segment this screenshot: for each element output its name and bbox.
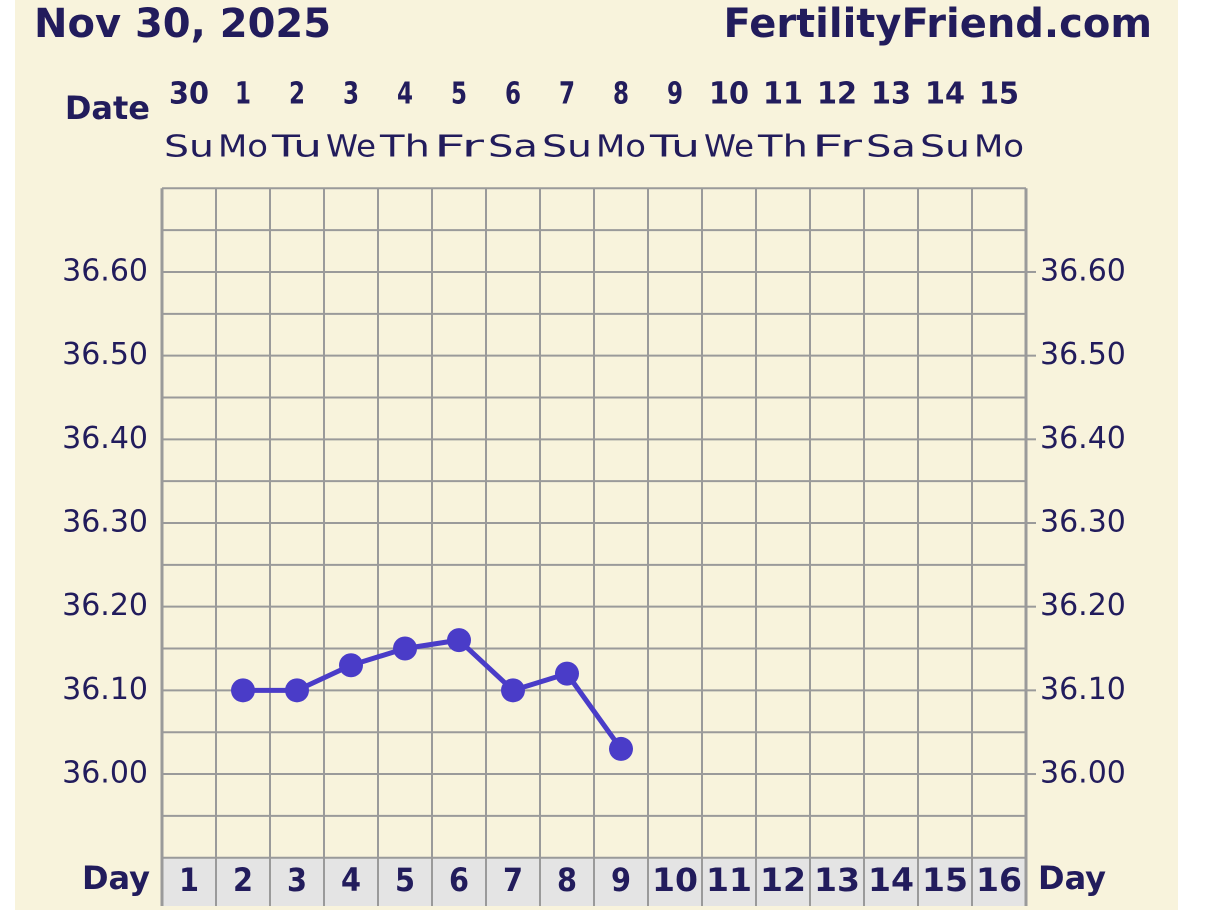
day-number: 14 (868, 861, 914, 899)
day-number: 4 (341, 861, 361, 899)
date-label: 3 (343, 77, 359, 112)
date-label: 12 (817, 77, 857, 112)
weekday-label: Fr (434, 130, 485, 165)
day-label-left: Day (82, 859, 150, 897)
y-tick-label-right: 36.50 (1040, 337, 1126, 372)
date-label: Date (65, 89, 150, 127)
weekday-label: Mo (218, 130, 268, 165)
panel (15, 0, 1178, 910)
weekday-label: Sa (488, 130, 538, 165)
weekday-label: Mo (974, 130, 1024, 165)
y-tick-label: 36.00 (62, 756, 148, 791)
day-number: 13 (814, 861, 860, 899)
temperature-point (231, 678, 255, 703)
weekday-label: Th (379, 130, 430, 165)
day-number: 16 (976, 861, 1022, 899)
y-tick-label: 36.20 (62, 588, 148, 623)
temperature-point (447, 628, 471, 653)
date-label: 8 (613, 77, 629, 112)
weekday-label: Fr (812, 130, 863, 165)
y-tick-label: 36.50 (62, 337, 148, 372)
date-label: 6 (505, 77, 521, 112)
day-number: 10 (652, 861, 698, 899)
date-label: 15 (979, 77, 1019, 112)
temperature-point (393, 636, 417, 661)
y-tick-label-right: 36.20 (1040, 588, 1126, 623)
day-number: 12 (760, 861, 806, 899)
day-number: 15 (922, 861, 968, 899)
chart-title: Nov 30, 2025 (34, 1, 331, 47)
day-number: 3 (287, 861, 307, 899)
day-number: 5 (395, 861, 415, 899)
weekday-label: We (704, 130, 754, 165)
y-tick-label: 36.60 (62, 253, 148, 288)
y-tick-label-right: 36.60 (1040, 253, 1126, 288)
date-label: 9 (667, 77, 683, 112)
y-tick-label-right: 36.00 (1040, 756, 1126, 791)
temperature-point (501, 678, 525, 703)
y-tick-label-right: 36.10 (1040, 672, 1126, 707)
weekday-label: Th (757, 130, 808, 165)
day-number: 11 (706, 861, 752, 899)
date-label: 7 (559, 77, 575, 112)
temperature-point (555, 661, 579, 686)
date-label: 11 (763, 77, 803, 112)
date-label: 30 (169, 77, 209, 112)
weekday-label: Su (164, 130, 214, 165)
date-label: 4 (397, 77, 413, 112)
day-number: 9 (611, 861, 631, 899)
day-number: 6 (449, 861, 469, 899)
date-label: 14 (925, 77, 965, 112)
y-tick-label-right: 36.30 (1040, 505, 1126, 540)
day-number: 2 (233, 861, 253, 899)
date-label: 1 (235, 77, 251, 112)
date-label: 13 (871, 77, 911, 112)
temperature-point (609, 736, 633, 761)
date-label: 5 (451, 77, 467, 112)
y-tick-label: 36.30 (62, 505, 148, 540)
temperature-point (339, 653, 363, 678)
weekday-label: We (326, 130, 376, 165)
weekday-label: Su (920, 130, 970, 165)
day-number: 1 (179, 861, 199, 899)
weekday-label: Su (542, 130, 592, 165)
date-label: 10 (709, 77, 749, 112)
date-label: 2 (289, 77, 305, 112)
y-tick-label: 36.40 (62, 421, 148, 456)
weekday-label: Sa (866, 130, 916, 165)
temperature-point (285, 678, 309, 703)
weekday-label: Mo (596, 130, 646, 165)
day-number: 7 (503, 861, 523, 899)
y-tick-label: 36.10 (62, 672, 148, 707)
y-tick-label-right: 36.40 (1040, 421, 1126, 456)
day-label-right: Day (1038, 859, 1106, 897)
site-name: FertilityFriend.com (723, 1, 1152, 47)
weekday-label: Tu (270, 130, 322, 165)
day-number: 8 (557, 861, 577, 899)
weekday-label: Tu (648, 130, 700, 165)
